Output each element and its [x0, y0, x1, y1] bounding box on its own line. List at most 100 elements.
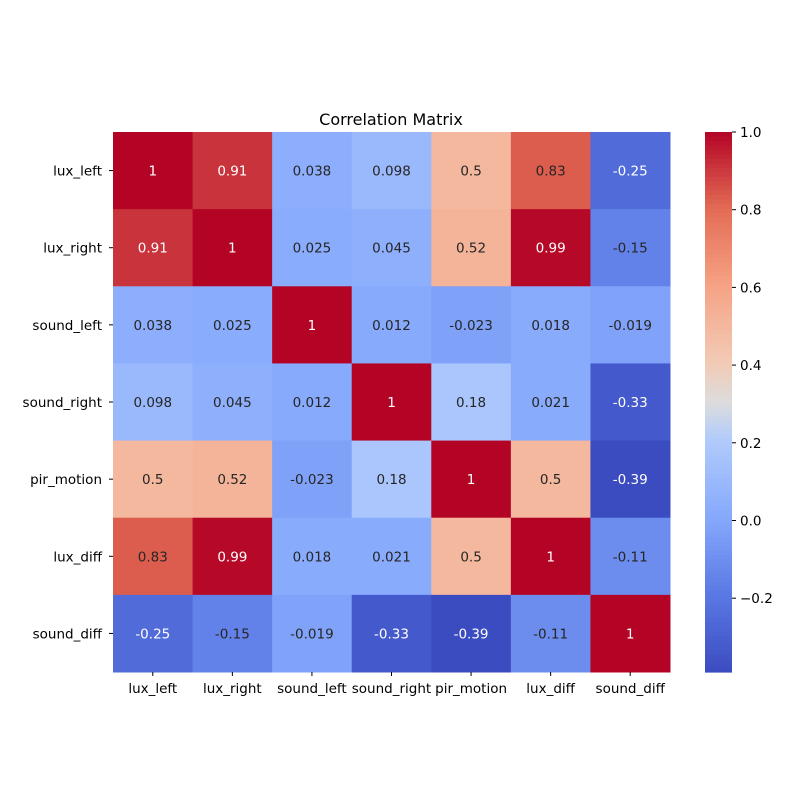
- cell-label: 1: [546, 549, 555, 565]
- colorbar-tick-label: 0.4: [740, 358, 761, 374]
- colorbar-segment: [705, 172, 732, 178]
- colorbar-segment: [705, 145, 732, 151]
- heatmap-cell: [510, 286, 591, 364]
- cell-label: -0.33: [374, 626, 409, 642]
- colorbar-segment: [705, 577, 732, 583]
- y-tick-label: sound_right: [23, 395, 102, 411]
- colorbar-segment: [705, 640, 732, 646]
- heatmap-cell: [431, 286, 512, 364]
- cell-label: 0.83: [536, 164, 566, 180]
- colorbar-segment: [705, 375, 732, 381]
- colorbar-segment: [705, 469, 732, 475]
- heatmap-cell: [272, 594, 353, 673]
- colorbar-segment: [705, 204, 732, 210]
- colorbar-segment: [705, 177, 732, 183]
- colorbar-segment: [705, 505, 732, 511]
- cell-label: 0.5: [540, 472, 561, 488]
- colorbar-segment: [705, 163, 732, 169]
- colorbar-segment: [705, 235, 732, 241]
- heatmap-cell: [272, 286, 353, 364]
- y-tick-label: pir_motion: [30, 472, 102, 488]
- heatmap-cell: [113, 363, 194, 442]
- colorbar-segment: [705, 334, 732, 340]
- colorbar-segment: [705, 294, 732, 300]
- colorbar-segment: [705, 483, 732, 489]
- cell-label: 0.045: [213, 395, 252, 411]
- colorbar-segment: [705, 586, 732, 592]
- heatmap-cell: [113, 209, 194, 287]
- x-tick-label: lux_diff: [526, 681, 575, 697]
- colorbar-segment: [705, 316, 732, 322]
- colorbar-segment: [705, 438, 732, 444]
- heatmap-cell: [431, 594, 512, 673]
- cell-label: 0.021: [531, 395, 570, 411]
- colorbar-segment: [705, 433, 732, 439]
- heatmap-cell: [510, 440, 591, 519]
- heatmap-cell: [590, 132, 671, 210]
- cell-label: 0.52: [456, 241, 486, 257]
- colorbar-segment: [705, 645, 732, 651]
- colorbar-segment: [705, 361, 732, 367]
- colorbar-segment: [705, 226, 732, 232]
- colorbar-segment: [705, 519, 732, 525]
- cell-label: 0.098: [372, 164, 411, 180]
- x-tick-label: sound_right: [352, 681, 431, 697]
- colorbar-segment: [705, 366, 732, 372]
- colorbar-segment: [705, 415, 732, 421]
- colorbar-segment: [705, 582, 732, 588]
- cell-label: 1: [467, 472, 476, 488]
- heatmap-cell: [510, 517, 591, 596]
- x-tick-label: lux_right: [203, 681, 262, 697]
- cell-label: 1: [626, 626, 635, 642]
- cell-label: 0.025: [293, 241, 332, 257]
- heatmap-cell: [113, 440, 194, 519]
- cell-label: 0.83: [138, 549, 168, 565]
- y-tick-label: lux_left: [53, 164, 102, 180]
- colorbar-segment: [705, 379, 732, 385]
- heatmap-cell: [510, 363, 591, 442]
- colorbar-segment: [705, 181, 732, 187]
- colorbar-segment: [705, 636, 732, 642]
- colorbar-segment: [705, 487, 732, 493]
- cell-label: -0.39: [454, 626, 489, 642]
- colorbar-segment: [705, 478, 732, 484]
- heatmap-cell: [192, 594, 273, 673]
- x-tick-label: lux_left: [128, 681, 177, 697]
- colorbar-segment: [705, 298, 732, 304]
- colorbar-segment: [705, 550, 732, 556]
- colorbar-segment: [705, 447, 732, 453]
- cell-label: -0.15: [613, 241, 648, 257]
- colorbar-segment: [705, 325, 732, 331]
- colorbar-segment: [705, 523, 732, 529]
- colorbar-segment: [705, 159, 732, 165]
- heatmap-cell: [272, 517, 353, 596]
- cell-label: 1: [228, 241, 237, 257]
- cell-label: 0.012: [293, 395, 332, 411]
- colorbar-segment: [705, 442, 732, 448]
- heatmap-cell: [431, 440, 512, 519]
- colorbar-segment: [705, 411, 732, 417]
- cell-label: -0.11: [613, 549, 648, 565]
- colorbar-segment: [705, 217, 732, 223]
- colorbar-segment: [705, 424, 732, 430]
- heatmap-cell: [590, 517, 671, 596]
- colorbar-segment: [705, 393, 732, 399]
- heatmap-cell: [590, 286, 671, 364]
- colorbar-segment: [705, 208, 732, 214]
- heatmap-cell: [351, 132, 432, 210]
- heatmap-cell: [113, 132, 194, 210]
- heatmap-cell: [351, 517, 432, 596]
- colorbar-segment: [705, 168, 732, 174]
- colorbar-segment: [705, 460, 732, 466]
- colorbar-segment: [705, 150, 732, 156]
- heatmap-cell: [113, 286, 194, 364]
- heatmap-cell: [272, 132, 353, 210]
- colorbar-segment: [705, 658, 732, 664]
- cell-label: 0.18: [456, 395, 486, 411]
- x-tick-label: pir_motion: [435, 681, 507, 697]
- cell-label: 0.99: [217, 549, 247, 565]
- colorbar-segment: [705, 303, 732, 309]
- colorbar-segment: [705, 276, 732, 282]
- colorbar-segment: [705, 397, 732, 403]
